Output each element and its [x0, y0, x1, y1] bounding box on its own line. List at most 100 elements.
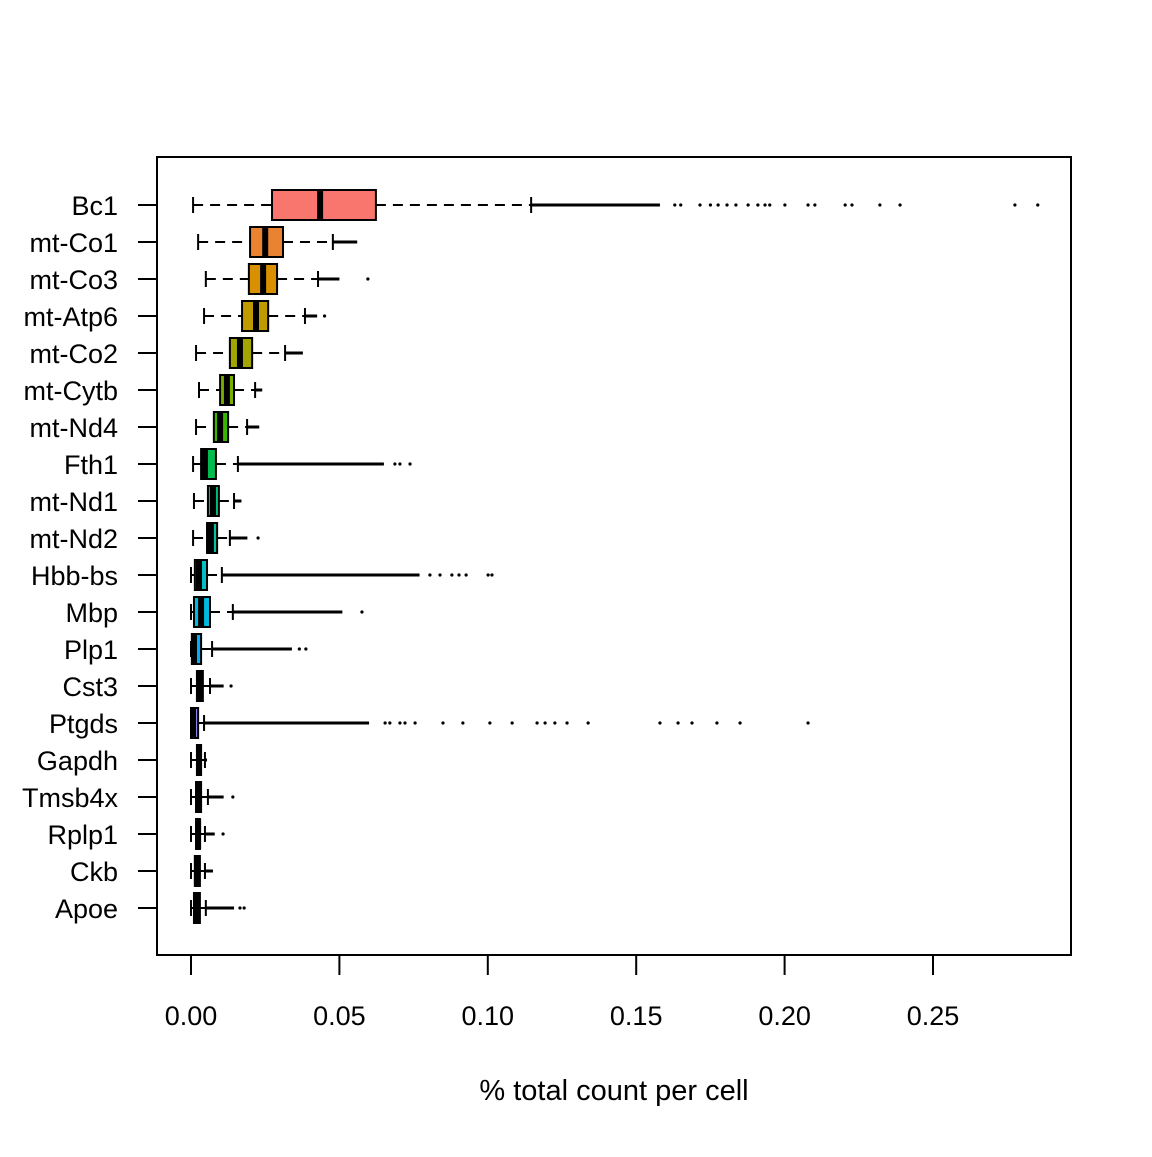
box-bc1: Bc1 [71, 189, 1040, 221]
outlier-point [256, 536, 260, 540]
box-mbp: Mbp [65, 596, 364, 628]
box-hbb-bs: Hbb-bs [31, 559, 494, 591]
outlier-point [806, 721, 810, 725]
y-tick-label: Ckb [70, 857, 118, 887]
y-tick-label: Rplp1 [47, 820, 118, 850]
box-mt-co2: mt-Co2 [29, 337, 303, 369]
box-mt-atp6: mt-Atp6 [23, 300, 327, 332]
plot-frame [156, 156, 1072, 956]
outlier-point [360, 610, 364, 614]
outlier-point [229, 684, 233, 688]
box-cst3: Cst3 [62, 670, 233, 702]
y-tick-label: Plp1 [64, 635, 118, 665]
outlier-point [850, 203, 854, 207]
box-plp1: Plp1 [64, 633, 308, 665]
outlier-point [393, 462, 397, 466]
y-tick-label: Hbb-bs [31, 561, 118, 591]
outlier-point [510, 721, 514, 725]
y-tick-label: mt-Nd4 [29, 413, 118, 443]
outlier-point [535, 721, 539, 725]
outlier-point [366, 277, 370, 281]
x-tick-label: 0.25 [907, 1001, 960, 1031]
outlier-point [813, 203, 817, 207]
outlier-point [1013, 203, 1017, 207]
box-mt-cytb: mt-Cytb [24, 374, 263, 406]
x-tick-label: 0.05 [313, 1001, 366, 1031]
outlier-point [553, 721, 557, 725]
outlier-point [715, 721, 719, 725]
outlier-point [763, 203, 767, 207]
outlier-point [461, 721, 465, 725]
box-mt-nd4: mt-Nd4 [29, 411, 260, 443]
y-tick-label: mt-Co1 [29, 228, 118, 258]
outlier-point [464, 573, 468, 577]
box-tmsb4x: Tmsb4x [22, 781, 235, 813]
outlier-point [398, 721, 402, 725]
outlier-point [441, 721, 445, 725]
outlier-point [806, 203, 810, 207]
box-mt-co3: mt-Co3 [29, 263, 370, 295]
y-tick-label: Bc1 [71, 191, 118, 221]
box-ptgds: Ptgds [49, 707, 810, 739]
outlier-point [768, 203, 772, 207]
y-tick-label: mt-Co2 [29, 339, 118, 369]
box-gapdh: Gapdh [37, 744, 208, 776]
outlier-point [734, 203, 738, 207]
outlier-point [486, 573, 490, 577]
outlier-point [658, 721, 662, 725]
y-tick-label: Cst3 [62, 672, 118, 702]
outlier-point [708, 203, 713, 207]
outlier-point [1036, 203, 1040, 207]
outlier-point [586, 721, 590, 725]
outlier-point [231, 795, 235, 799]
box-mt-nd1: mt-Nd1 [29, 485, 242, 517]
outlier-point [783, 203, 787, 207]
outlier-point [756, 203, 760, 207]
outlier-point [716, 203, 720, 207]
box-iqr [271, 189, 377, 221]
outlier-point [408, 462, 412, 466]
box-ckb: Ckb [70, 855, 213, 887]
y-tick-label: mt-Nd2 [29, 524, 118, 554]
outlier-point [565, 721, 569, 725]
outlier-point [242, 906, 246, 910]
y-tick-label: Gapdh [37, 746, 118, 776]
box-mt-nd2: mt-Nd2 [29, 522, 260, 554]
y-tick-label: Mbp [65, 598, 118, 628]
outlier-point [428, 573, 432, 577]
outlier-point [388, 721, 392, 725]
x-axis-label: % total count per cell [479, 1075, 748, 1107]
y-tick-label: Fth1 [64, 450, 118, 480]
y-tick-label: mt-Nd1 [29, 487, 118, 517]
outlier-point [898, 203, 902, 207]
outlier-point [413, 721, 417, 725]
x-tick-label: 0.20 [758, 1001, 811, 1031]
box-rplp1: Rplp1 [47, 818, 225, 850]
outlier-point [297, 647, 301, 651]
outlier-point [679, 203, 683, 207]
outlier-point [383, 721, 387, 725]
outlier-point [398, 462, 402, 466]
y-tick-label: Apoe [55, 894, 118, 924]
outlier-point [676, 721, 680, 725]
outlier-point [738, 721, 742, 725]
x-tick-label: 0.00 [165, 1001, 218, 1031]
outlier-point [543, 721, 547, 725]
outlier-point [725, 203, 729, 207]
outlier-point [221, 832, 225, 836]
y-tick-label: mt-Co3 [29, 265, 118, 295]
outlier-point [438, 573, 442, 577]
outlier-point [450, 573, 454, 577]
outlier-point [403, 721, 407, 725]
outlier-point [457, 573, 461, 577]
y-tick-label: mt-Atp6 [23, 302, 118, 332]
outlier-point [488, 721, 492, 725]
outlier-point [673, 203, 677, 207]
outlier-point [490, 573, 494, 577]
outlier-point [878, 203, 882, 207]
outlier-point [698, 203, 702, 207]
outlier-point [322, 314, 327, 318]
box-apoe: Apoe [55, 892, 246, 924]
box-mt-co1: mt-Co1 [29, 226, 358, 258]
